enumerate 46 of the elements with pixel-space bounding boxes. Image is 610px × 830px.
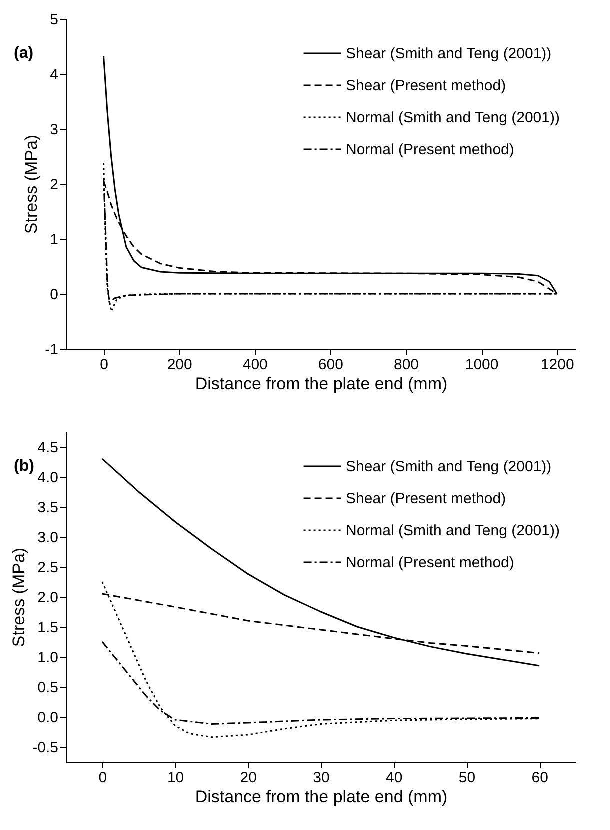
x-tick-label: 0: [98, 770, 108, 786]
x-tick-label: 600: [318, 356, 344, 374]
y-tick-label: 4.5: [38, 440, 58, 456]
y-tick-label: 3.0: [38, 530, 58, 546]
y-tick-label: 0.0: [38, 710, 58, 726]
y-tick-label: 4.0: [38, 470, 58, 486]
y-tick-label: 3.5: [38, 500, 58, 516]
y-tick-label: 5: [50, 12, 58, 28]
legend-label: Shear (Present method): [346, 78, 506, 94]
y-tick-label: 0: [50, 286, 58, 304]
y-axis-title: Stress (MPa): [22, 134, 42, 234]
y-axis-title: Stress (MPa): [10, 548, 29, 648]
y-tick-label: 3: [50, 122, 58, 138]
x-tick-label: 1200: [540, 356, 574, 374]
y-tick-label: 1: [50, 232, 58, 248]
x-tick-label: 50: [458, 770, 476, 786]
x-tick-label: 200: [167, 356, 192, 374]
legend-label: Shear (Present method): [346, 490, 506, 508]
x-tick-label: 10: [167, 770, 184, 786]
x-tick-label: 20: [240, 770, 257, 786]
x-tick-label: 40: [386, 770, 403, 786]
x-tick-label: 800: [394, 356, 420, 374]
x-tick-label: 30: [313, 770, 330, 786]
x-axis-title: Distance from the plate end (mm): [195, 788, 448, 806]
x-axis-title: Distance from the plate end (mm): [195, 374, 448, 394]
y-tick-label: 2.5: [38, 560, 58, 576]
y-tick-label: 2: [50, 176, 58, 194]
text: (b): [14, 458, 34, 475]
legend-label: Shear (Smith and Teng (2001)): [346, 458, 552, 476]
y-tick-label: 0.5: [38, 680, 58, 696]
x-tick-label: 400: [242, 356, 268, 374]
y-tick-label: 1.0: [38, 650, 58, 666]
legend-label: Normal (Smith and Teng (2001)): [346, 522, 560, 540]
y-tick-label: -1: [45, 342, 58, 358]
legend-label: Shear (Smith and Teng (2001)): [346, 46, 552, 62]
y-tick-label: -0.5: [32, 740, 58, 756]
legend-label: Normal (Present method): [346, 142, 514, 158]
y-tick-label: 4: [50, 66, 58, 84]
y-tick-label: 1.5: [38, 620, 58, 636]
text: (a): [14, 45, 34, 62]
y-tick-label: 2.0: [38, 590, 58, 606]
x-tick-label: 1000: [465, 356, 499, 374]
x-tick-label: 60: [532, 770, 548, 786]
x-tick-label: 0: [100, 356, 108, 374]
legend-label: Normal (Smith and Teng (2001)): [346, 110, 560, 126]
legend-label: Normal (Present method): [346, 554, 514, 572]
